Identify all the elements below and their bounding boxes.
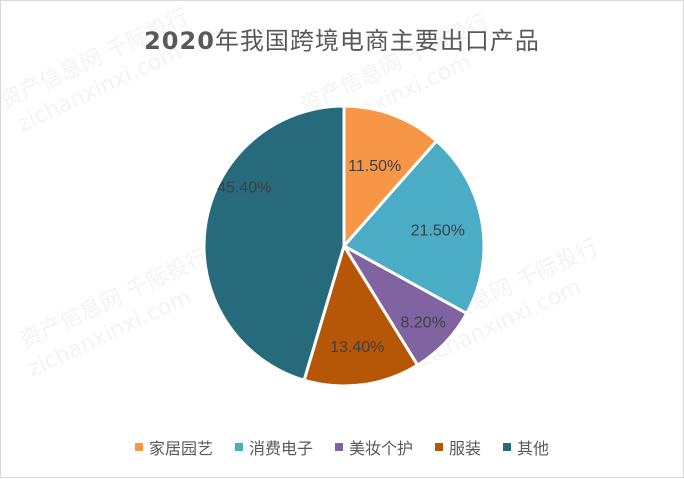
- data-label: 11.50%: [348, 158, 401, 175]
- data-label: 21.50%: [411, 223, 465, 240]
- pie-slice-0[interactable]: [342, 104, 439, 250]
- legend-label: 美妆个护: [348, 439, 413, 458]
- data-label: 13.40%: [330, 339, 384, 356]
- legend-swatch: [503, 443, 512, 451]
- legend-item-apparel[interactable]: 服装: [435, 435, 481, 459]
- legend-label: 消费电子: [248, 439, 313, 458]
- legend-swatch: [334, 443, 343, 451]
- legend-swatch: [134, 443, 143, 451]
- legend-item-consumer-electronics[interactable]: 消费电子: [234, 435, 313, 459]
- legend-item-other[interactable]: 其他: [503, 435, 549, 459]
- pie-slice-3[interactable]: [302, 242, 420, 388]
- legend-label: 服装: [449, 439, 482, 458]
- data-label: 45.40%: [217, 179, 271, 196]
- legend-label: 家居园艺: [148, 439, 213, 458]
- pie-slice-4[interactable]: [202, 104, 346, 383]
- data-label: 8.20%: [400, 314, 445, 331]
- legend-swatch: [435, 443, 443, 451]
- pie-slices: [202, 104, 486, 388]
- pie-labels: 11.50% 21.50% 8.20% 13.40% 45.40%: [217, 158, 465, 356]
- legend-swatch: [234, 443, 243, 451]
- legend: 家居园艺 消费电子 美妆个护 服装 其他: [1, 435, 683, 459]
- legend-label: 其他: [517, 439, 550, 458]
- legend-item-home-garden[interactable]: 家居园艺: [134, 435, 213, 459]
- pie-slice-1[interactable]: [341, 138, 486, 316]
- legend-item-beauty[interactable]: 美妆个护: [334, 435, 413, 459]
- chart-title: 2020年我国跨境电商主要出口产品: [144, 27, 540, 55]
